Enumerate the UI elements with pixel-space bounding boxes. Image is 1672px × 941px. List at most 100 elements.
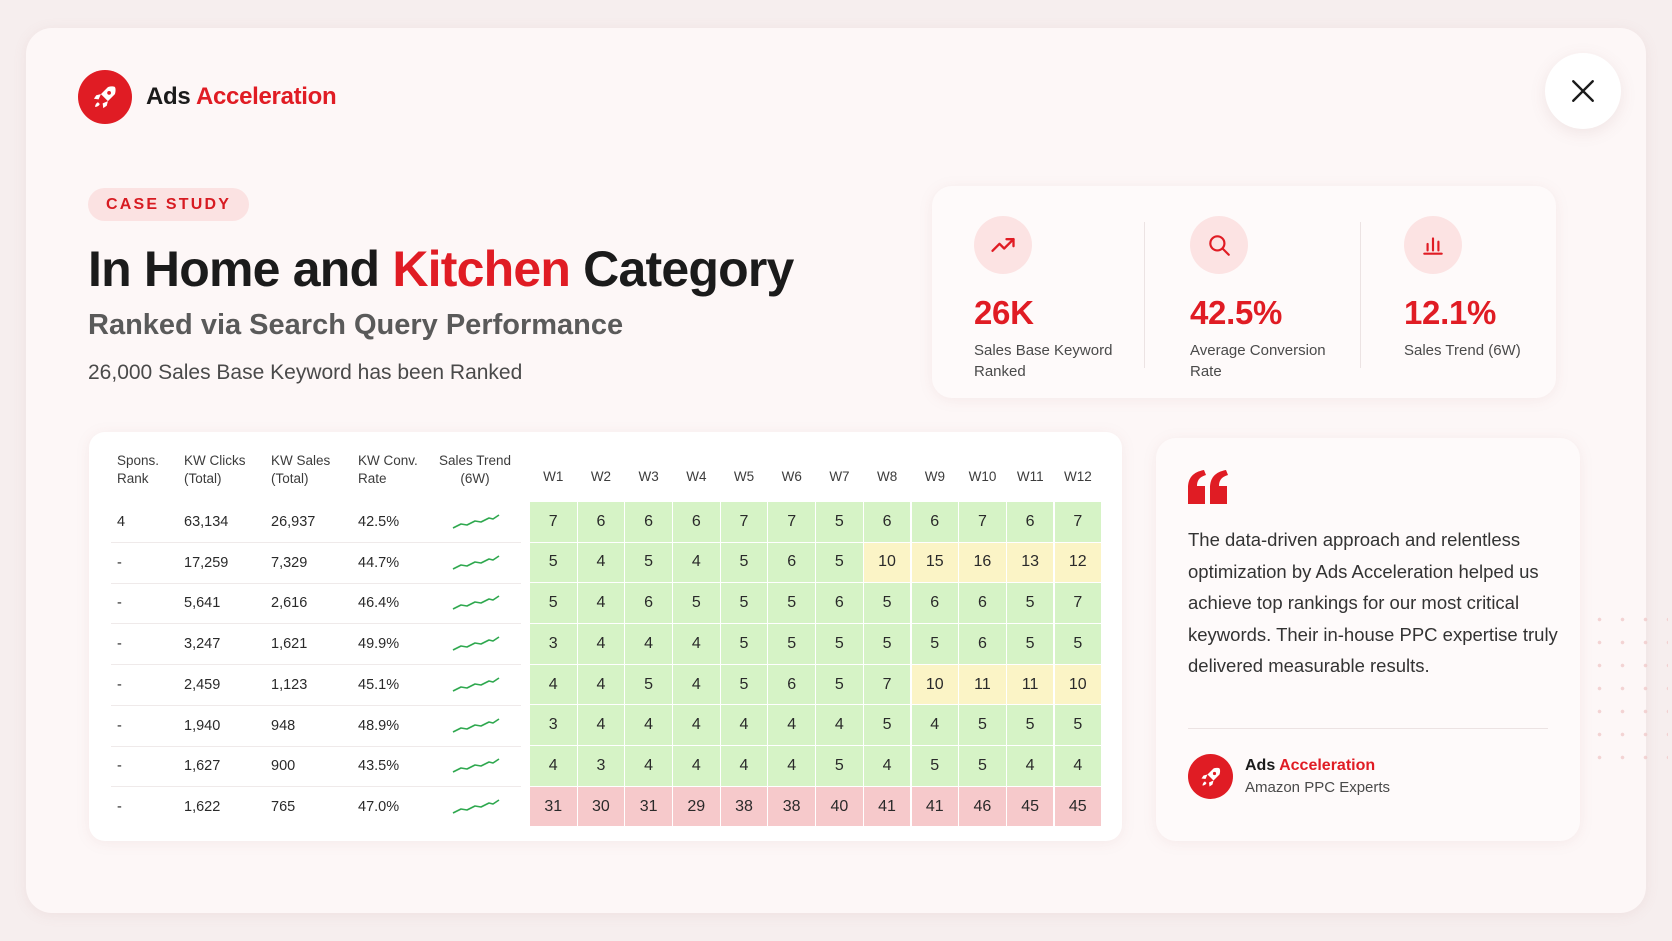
week-rank-cell: 4 (625, 746, 672, 786)
column-header-week: W9 (924, 469, 945, 484)
week-rank-cell: 7 (863, 664, 911, 705)
week-rank-cell: 6 (816, 583, 863, 623)
row-divider (111, 745, 521, 747)
clicks-cell: 1,627 (184, 758, 221, 775)
stat-sales-trend: 12.1% Sales Trend (6W) (1404, 216, 1604, 361)
rank-cell: - (117, 717, 122, 734)
clicks-cell: 63,134 (184, 514, 229, 530)
ranking-table: Spons. Rank KW Clicks (Total) KW Sales (… (89, 432, 1122, 841)
week-rank-cell: 40 (816, 786, 863, 827)
sales-trend-sparkline (452, 758, 500, 773)
column-header-week: W8 (877, 469, 898, 484)
week-rank-cell: 30 (577, 786, 625, 827)
week-rank-cell: 5 (720, 583, 768, 623)
close-button[interactable] (1545, 53, 1621, 129)
sales-trend-sparkline (452, 799, 500, 814)
page-subtitle: Ranked via Search Query Performance (88, 309, 624, 341)
column-header-week: W12 (1064, 469, 1092, 484)
sales-cell: 26,937 (271, 514, 316, 530)
week-rank-cell: 6 (911, 502, 958, 542)
quote-icon (1188, 470, 1228, 504)
column-header-week: W11 (1016, 469, 1044, 484)
sales-trend-sparkline (452, 677, 500, 692)
week-rank-cell: 4 (625, 624, 672, 664)
stat-label: Sales Trend (6W) (1404, 342, 1521, 359)
close-icon (1572, 80, 1594, 102)
rank-cell: - (117, 676, 122, 693)
sales-cell: 1,621 (271, 636, 308, 653)
clicks-cell: 5,641 (184, 595, 221, 612)
column-header-week: W3 (638, 469, 659, 484)
week-rank-cell: 5 (720, 664, 768, 705)
rank-cell: 4 (117, 514, 126, 530)
sales-cell: 2,616 (271, 595, 308, 612)
rank-cell: - (117, 798, 122, 815)
week-rank-cell: 5 (1054, 624, 1102, 664)
week-rank-cell: 4 (720, 705, 768, 745)
week-rank-cell: 10 (863, 542, 911, 583)
week-rank-cell: 5 (625, 664, 672, 705)
author-role: Amazon PPC Experts (1245, 779, 1391, 796)
week-rank-cell: 5 (911, 624, 958, 664)
week-rank-cell: 5 (720, 542, 768, 583)
bar-chart-icon (1404, 216, 1462, 274)
week-rank-cell: 5 (863, 705, 911, 745)
weekly-rank-heatmap: 7 6 6 6 7 7 5 6 6 7 6 7 5 4 5 4 5 6 5 10 15 16 13 12 5 4 6 5 5 5 6 5 6 6 5… (530, 502, 1102, 827)
week-rank-cell: 38 (768, 786, 815, 827)
conv-rate-cell: 42.5% (358, 514, 400, 530)
column-header-week: W7 (829, 469, 850, 484)
week-rank-cell: 13 (1006, 542, 1054, 583)
week-rank-cell: 6 (768, 664, 815, 705)
clicks-cell: 2,459 (184, 676, 221, 693)
sales-trend-sparkline (452, 555, 500, 570)
week-rank-cell: 6 (625, 583, 672, 623)
rank-cell: - (117, 595, 122, 612)
week-rank-cell: 4 (768, 705, 815, 745)
week-rank-cell: 4 (673, 542, 720, 583)
row-divider (111, 582, 521, 584)
week-rank-cell: 5 (911, 746, 958, 786)
week-rank-cell: 6 (625, 502, 672, 542)
row-divider (111, 704, 521, 706)
week-rank-cell: 4 (577, 583, 625, 623)
week-rank-cell: 6 (911, 583, 958, 623)
divider (1188, 728, 1548, 729)
week-rank-cell: 5 (959, 705, 1006, 745)
week-rank-cell: 4 (673, 664, 720, 705)
week-rank-cell: 10 (1054, 664, 1102, 705)
week-rank-cell: 6 (959, 583, 1006, 623)
week-rank-cell: 11 (959, 664, 1006, 705)
week-rank-cell: 5 (863, 583, 911, 623)
week-rank-cell: 5 (959, 746, 1006, 786)
sales-cell: 7,329 (271, 554, 308, 571)
week-rank-cell: 5 (863, 624, 911, 664)
week-rank-cell: 4 (863, 746, 911, 786)
week-rank-cell: 12 (1054, 542, 1102, 583)
row-divider (111, 786, 521, 788)
week-rank-cell: 3 (530, 624, 577, 664)
week-rank-cell: 4 (530, 664, 577, 705)
week-rank-cell: 4 (577, 664, 625, 705)
week-rank-cell: 3 (577, 746, 625, 786)
week-rank-cell: 6 (959, 624, 1006, 664)
clicks-cell: 1,940 (184, 717, 221, 734)
week-rank-cell: 5 (1006, 705, 1054, 745)
stat-value: 42.5% (1190, 294, 1283, 331)
week-rank-cell: 6 (1006, 502, 1054, 542)
week-rank-cell: 41 (911, 786, 958, 827)
week-rank-cell: 5 (816, 502, 863, 542)
conv-rate-cell: 43.5% (358, 758, 400, 775)
search-icon (1190, 216, 1248, 274)
stat-label: Sales Base Keyword Ranked (974, 342, 1113, 380)
week-rank-cell: 5 (530, 583, 577, 623)
week-rank-cell: 5 (1006, 624, 1054, 664)
stats-panel: 26K Sales Base Keyword Ranked 42.5% Aver… (932, 186, 1556, 398)
week-rank-cell: 16 (959, 542, 1006, 583)
rocket-icon (1188, 754, 1233, 799)
conv-rate-cell: 48.9% (358, 717, 400, 734)
week-rank-cell: 4 (720, 746, 768, 786)
sales-trend-sparkline (452, 514, 500, 529)
case-study-tag: CASE STUDY (88, 188, 250, 221)
week-rank-cell: 38 (720, 786, 768, 827)
week-rank-cell: 29 (673, 786, 720, 827)
